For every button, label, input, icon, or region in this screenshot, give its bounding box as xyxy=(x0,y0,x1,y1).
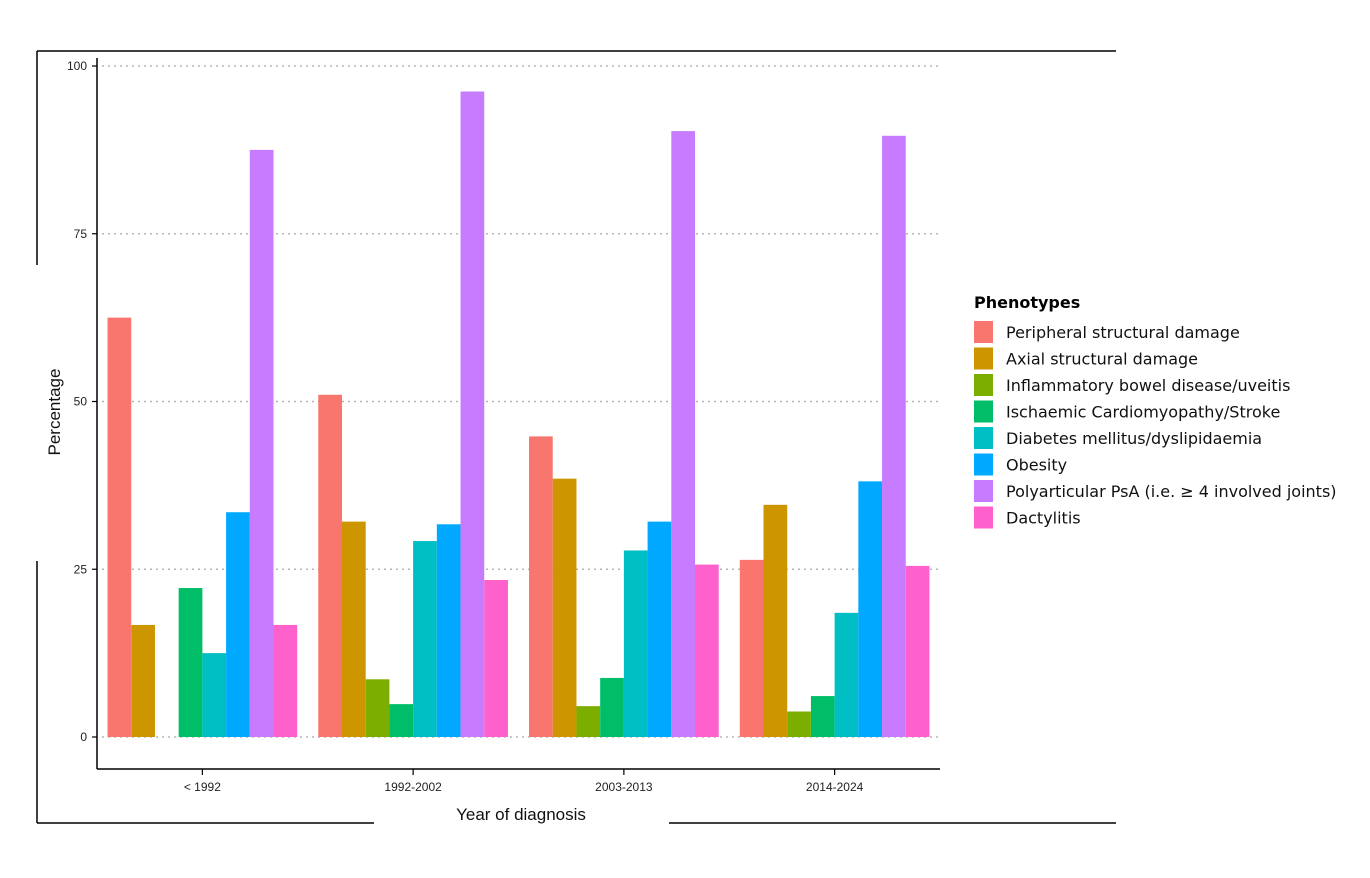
x-tick-label: 1992-2002 xyxy=(384,780,442,794)
legend-label: Ischaemic Cardiomyopathy/Stroke xyxy=(1006,403,1280,422)
bar xyxy=(858,481,883,737)
bar xyxy=(436,524,461,737)
bar xyxy=(202,653,227,737)
y-tick-label: 0 xyxy=(80,730,87,744)
x-tick-label: 2003-2013 xyxy=(595,780,653,794)
bar xyxy=(131,624,155,737)
legend-swatch xyxy=(974,321,993,343)
bar xyxy=(107,317,132,737)
legend-swatch xyxy=(974,506,993,529)
bar xyxy=(671,131,696,737)
legend-label: Peripheral structural damage xyxy=(1006,323,1240,342)
bar xyxy=(178,588,203,737)
legend-label: Polyarticular PsA (i.e. ≥ 4 involved joi… xyxy=(1006,482,1337,501)
legend-swatch xyxy=(974,427,993,449)
y-tick-label: 50 xyxy=(74,395,88,409)
x-tick-label: < 1992 xyxy=(184,780,221,794)
legend-title: Phenotypes xyxy=(974,293,1080,312)
legend-swatch xyxy=(974,453,993,476)
bar xyxy=(882,135,906,737)
bar xyxy=(413,541,437,737)
y-tick-label: 25 xyxy=(74,562,88,576)
bar xyxy=(273,624,298,737)
y-tick-label: 100 xyxy=(67,59,87,73)
bar xyxy=(576,706,601,737)
bar xyxy=(552,478,577,737)
bar xyxy=(389,704,414,737)
bar xyxy=(318,394,342,737)
bars xyxy=(107,91,930,738)
x-tick-label: 2014-2024 xyxy=(806,780,864,794)
legend-swatch xyxy=(974,400,993,423)
bar xyxy=(226,512,250,737)
bar xyxy=(529,436,553,737)
y-ticks: 0 25 50 75 100 xyxy=(67,59,97,744)
bar xyxy=(739,559,764,737)
legend-label: Diabetes mellitus/dyslipidaemia xyxy=(1006,429,1262,448)
bar xyxy=(623,550,648,737)
bar xyxy=(484,579,508,737)
x-axis-title: Year of diagnosis xyxy=(456,805,586,824)
y-axis-title: Percentage xyxy=(45,369,64,456)
y-tick-label: 75 xyxy=(74,227,88,241)
bar xyxy=(460,91,485,738)
bar xyxy=(695,564,719,737)
legend-swatch xyxy=(974,347,993,370)
bar xyxy=(810,696,835,737)
legend-swatch xyxy=(974,480,993,502)
bar xyxy=(787,711,811,737)
bar xyxy=(647,521,672,737)
bar xyxy=(365,679,390,737)
bar xyxy=(763,504,788,737)
legend-label: Dactylitis xyxy=(1006,509,1081,528)
legend-swatch xyxy=(974,374,993,396)
bar xyxy=(834,612,859,737)
legend: Phenotypes Peripheral structural damage A… xyxy=(974,293,1337,529)
legend-label: Inflammatory bowel disease/uveitis xyxy=(1006,376,1290,395)
axes xyxy=(96,58,940,770)
bar xyxy=(905,565,930,737)
bar xyxy=(249,149,274,737)
bar xyxy=(341,521,366,737)
x-ticks: < 1992 1992-2002 2003-2013 2014-2024 xyxy=(184,769,864,794)
outer-frame xyxy=(36,50,1116,824)
legend-label: Obesity xyxy=(1006,456,1067,475)
legend-label: Axial structural damage xyxy=(1006,350,1198,369)
bar xyxy=(600,677,624,737)
